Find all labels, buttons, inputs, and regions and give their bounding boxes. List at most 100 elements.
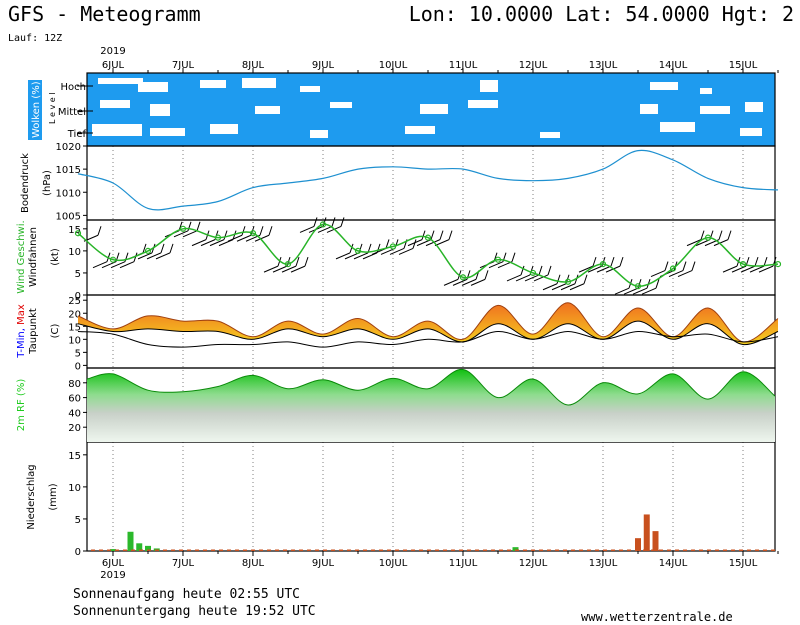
precip-trace <box>459 549 463 551</box>
wind-barb <box>569 283 585 291</box>
wind-barb <box>542 283 558 291</box>
precip-bar <box>127 531 134 551</box>
wind-point <box>179 225 187 232</box>
cloud-gap <box>92 124 142 136</box>
wind-barb-feather <box>682 261 687 271</box>
cloud-gap <box>255 106 280 114</box>
day-label-bottom: 15JUL <box>729 558 758 569</box>
wind-barb <box>722 265 738 273</box>
precip-trace <box>707 549 711 551</box>
precip-trace <box>187 549 191 551</box>
wind-barb <box>740 265 756 273</box>
wind-barb-feather <box>133 252 138 262</box>
cloud-gap <box>310 130 328 138</box>
wind-barb-feather <box>331 217 336 227</box>
precip-bar <box>145 545 151 551</box>
wind-barb <box>506 274 522 282</box>
y-tick-label: 10 <box>68 247 81 258</box>
day-label-top: 15JUL <box>729 60 758 71</box>
precip-trace <box>691 549 695 551</box>
cloud-gap <box>150 104 170 116</box>
y-tick-label: 15 <box>68 225 81 236</box>
wind-point <box>214 234 222 241</box>
wind-barb <box>281 265 297 273</box>
y-tick-label: 0 <box>75 361 81 372</box>
day-label-bottom: 10JUL <box>379 558 408 569</box>
wind-barb <box>551 283 567 291</box>
y-tick-label: 80 <box>68 379 81 390</box>
wind-barb-feather <box>196 221 201 231</box>
wind-barb <box>209 239 225 247</box>
pressure-ylabel: Bodendruck <box>20 153 31 213</box>
wind-barb <box>254 234 270 242</box>
precip-trace <box>595 549 599 551</box>
cloud-level-label: Mittel <box>58 107 86 118</box>
year-label-bottom: 2019 <box>100 570 125 581</box>
precip-trace <box>227 549 231 551</box>
wind-barb <box>155 252 171 260</box>
precip-trace <box>467 549 471 551</box>
precip-trace <box>291 549 295 551</box>
dewpoint-line <box>77 330 779 348</box>
precip-trace <box>107 549 111 551</box>
wind-barb-feather <box>160 243 165 254</box>
precip-trace <box>235 549 239 551</box>
panel-frame-pressure <box>86 145 776 221</box>
wind-barb-feather <box>763 256 768 267</box>
wind-barb <box>686 239 702 247</box>
precip-trace <box>475 549 479 551</box>
precip-trace <box>443 549 447 551</box>
wind-barb <box>353 252 369 260</box>
wind-point <box>704 234 712 241</box>
precip-trace <box>219 549 223 551</box>
y-tick-label: 1010 <box>56 188 81 199</box>
y-tick-label: 15 <box>68 322 81 333</box>
cloud-gap <box>468 100 498 108</box>
precip-trace <box>563 549 567 551</box>
wind-barb <box>614 287 630 295</box>
wind-point <box>144 247 152 254</box>
humidity-area <box>87 369 775 442</box>
wind-barb-feather <box>538 265 543 276</box>
precip-trace <box>739 549 743 551</box>
precip-trace <box>339 549 343 551</box>
panel-frame-precip <box>86 441 776 552</box>
y-tick-label: 5 <box>75 269 81 280</box>
day-label-bottom: 13JUL <box>589 558 618 569</box>
precip-trace <box>755 549 759 551</box>
precip-trace <box>275 549 279 551</box>
precip-trace <box>179 549 183 551</box>
temp-ylabel2: Taupunkt <box>28 308 39 355</box>
precip-trace <box>515 549 519 551</box>
wind-barb <box>191 239 207 247</box>
wind-barb <box>524 274 540 282</box>
day-label-bottom: 11JUL <box>449 558 478 569</box>
wind-barb <box>470 278 486 286</box>
cloud-gap <box>745 102 763 112</box>
wind-point <box>74 230 82 237</box>
wind-barb-feather <box>448 230 453 240</box>
day-label-bottom: 7JUL <box>172 558 195 569</box>
precip-unit: (mm) <box>48 483 59 510</box>
wind-barb <box>407 239 423 247</box>
wind-barb-feather <box>664 261 669 271</box>
precip-bar <box>652 531 659 551</box>
cloud-gap <box>540 132 560 138</box>
precip-trace <box>307 549 311 551</box>
wind-barb <box>578 265 594 273</box>
wind-barb <box>677 270 693 277</box>
wind-barb-feather <box>619 256 624 267</box>
precip-trace <box>267 549 271 551</box>
precip-trace <box>483 549 487 551</box>
wind-barb <box>290 265 306 273</box>
y-tick-label: 60 <box>68 394 81 405</box>
temp-ylabel: T-Min, Max <box>16 304 27 359</box>
precip-trace <box>603 549 607 551</box>
website-link[interactable]: www.wetterzentrale.de <box>581 610 733 624</box>
wind-barb <box>92 261 108 269</box>
y-tick-label: 15 <box>68 451 81 462</box>
precip-trace <box>331 549 335 551</box>
precip-trace <box>571 549 575 551</box>
precip-trace <box>371 549 375 551</box>
